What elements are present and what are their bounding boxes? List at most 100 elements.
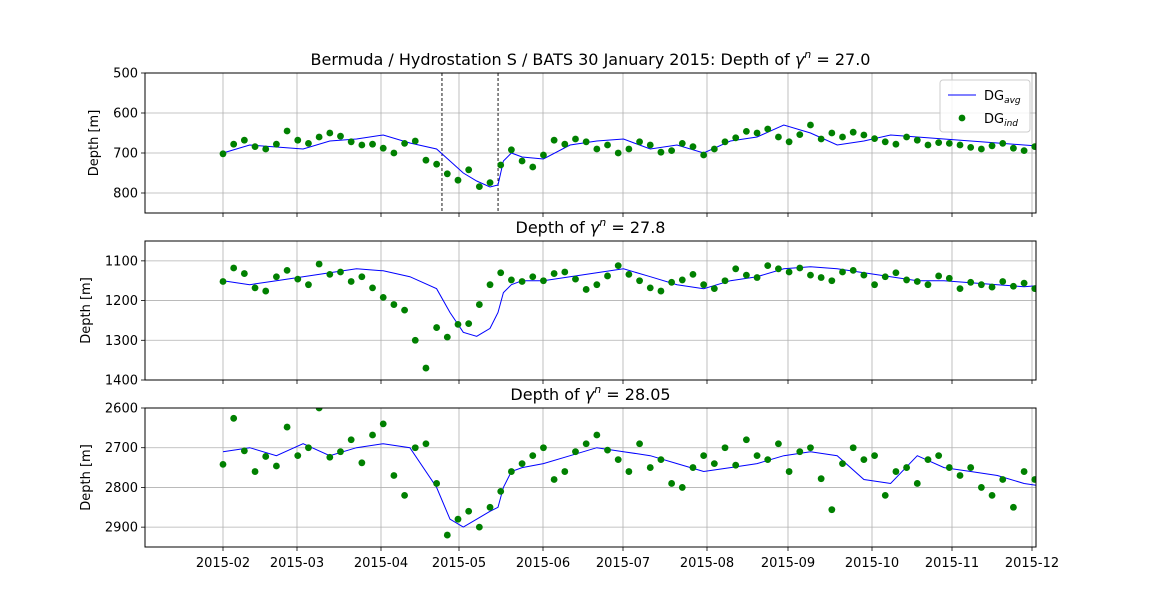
scatter-point-dg-ind <box>347 278 355 285</box>
x-tick-label: 2015-03 <box>270 556 324 571</box>
scatter-point-dg-ind <box>999 278 1007 285</box>
scatter-point-dg-ind <box>219 460 227 468</box>
scatter-point-dg-ind <box>454 321 462 328</box>
scatter-point-dg-ind <box>497 161 505 169</box>
scatter-point-dg-ind <box>988 142 996 150</box>
scatter-point-dg-ind <box>497 488 505 495</box>
scatter-point-dg-ind <box>561 268 569 276</box>
scatter-point-dg-ind <box>593 431 601 439</box>
legend-avg-sub: avg <box>1004 96 1021 106</box>
scatter-point-dg-ind <box>753 274 761 281</box>
scatter-point-dg-ind <box>881 138 889 146</box>
y-tick-label: 2700 <box>105 441 138 456</box>
scatter-point-dg-ind <box>401 491 408 499</box>
scatter-point-dg-ind <box>700 452 708 460</box>
scatter-point-dg-ind <box>358 459 366 467</box>
scatter-point-dg-ind <box>817 274 825 281</box>
scatter-point-dg-ind <box>988 491 996 499</box>
scatter-point-dg-ind <box>945 274 953 282</box>
y-tick-label: 2600 <box>105 402 138 417</box>
axes-frame <box>144 407 1037 548</box>
scatter-point-dg-ind <box>486 503 494 511</box>
series-line-dg-avg <box>222 124 1036 188</box>
scatter-point-dg-ind <box>358 273 366 281</box>
scatter-point-dg-ind <box>454 176 462 184</box>
scatter-point-dg-ind <box>871 281 878 289</box>
scatter-point-dg-ind <box>433 480 441 487</box>
scatter-point-dg-ind <box>422 440 430 448</box>
x-tick-label: 2015-06 <box>516 556 570 571</box>
scatter-point-dg-ind <box>411 137 419 145</box>
scatter-point-dg-ind <box>582 440 590 448</box>
scatter-point-dg-ind <box>219 278 227 285</box>
scatter-point-dg-ind <box>999 140 1007 147</box>
scatter-point-dg-ind <box>625 270 633 278</box>
scatter-point-dg-ind <box>636 277 643 285</box>
x-tick-label: 2015-08 <box>680 556 734 571</box>
scatter-point-dg-ind <box>315 260 323 268</box>
subplot-title: Depth of γn = 27.8 <box>516 216 666 237</box>
scatter-point-dg-ind <box>550 136 558 144</box>
scatter-point-dg-ind <box>507 276 515 284</box>
x-tick-label: 2015-11 <box>925 556 979 571</box>
scatter-point-dg-ind <box>956 285 964 293</box>
scatter-point-dg-ind <box>1020 468 1028 475</box>
scatter-point-dg-ind <box>401 306 408 314</box>
scatter-point-dg-ind <box>732 265 740 273</box>
scatter-point-dg-ind <box>935 272 943 280</box>
title-equals: = <box>811 50 835 69</box>
scatter-point-dg-ind <box>817 135 825 143</box>
scatter-point-dg-ind <box>337 268 344 276</box>
plot-data-area <box>219 260 1036 372</box>
scatter-point-dg-ind <box>646 141 654 149</box>
scatter-point-dg-ind <box>646 464 654 471</box>
scatter-point-dg-ind <box>219 150 227 158</box>
title-gamma-value: 27.0 <box>835 50 871 69</box>
scatter-point-dg-ind <box>230 414 238 422</box>
scatter-point-dg-ind <box>326 453 334 461</box>
scatter-point-dg-ind <box>305 444 312 452</box>
scatter-point-dg-ind <box>593 281 601 289</box>
scatter-point-dg-ind <box>465 507 473 515</box>
scatter-point-dg-ind <box>582 286 590 293</box>
scatter-point-dg-ind <box>753 129 761 137</box>
scatter-point-dg-ind <box>849 128 857 136</box>
scatter-point-dg-ind <box>689 270 697 278</box>
scatter-point-dg-ind <box>913 480 921 487</box>
scatter-point-dg-ind <box>977 281 985 289</box>
scatter-point-dg-ind <box>977 145 985 153</box>
scatter-point-dg-ind <box>807 271 814 279</box>
scatter-point-dg-ind <box>967 144 975 151</box>
scatter-point-dg-ind <box>935 139 943 147</box>
title-gamma-symbol: γ <box>795 50 806 69</box>
title-prefix: Bermuda / Hydrostation S / BATS 30 Janua… <box>311 50 795 69</box>
title-gamma-superscript: n <box>804 48 811 61</box>
scatter-point-dg-ind <box>561 468 569 475</box>
scatter-point-dg-ind <box>913 136 921 144</box>
scatter-point-dg-ind <box>935 452 943 460</box>
legend-ind-base: DG <box>984 112 1004 127</box>
scatter-point-dg-ind <box>849 266 857 274</box>
scatter-point-dg-ind <box>881 273 889 281</box>
scatter-point-dg-ind <box>465 320 473 328</box>
scatter-point-dg-ind <box>518 460 526 467</box>
scatter-point-dg-ind <box>305 281 312 289</box>
scatter-point-dg-ind <box>422 364 430 372</box>
scatter-point-dg-ind <box>1020 147 1028 155</box>
title-gamma-symbol: γ <box>585 385 596 404</box>
scatter-point-dg-ind <box>572 275 579 283</box>
scatter-point-dg-ind <box>839 133 846 141</box>
scatter-point-dg-ind <box>721 138 729 146</box>
scatter-point-dg-ind <box>839 268 846 276</box>
scatter-point-dg-ind <box>807 444 814 452</box>
scatter-point-dg-ind <box>1031 476 1036 483</box>
scatter-point-dg-ind <box>710 460 718 467</box>
scatter-point-dg-ind <box>881 491 889 499</box>
scatter-point-dg-ind <box>742 127 750 135</box>
scatter-point-dg-ind <box>775 440 782 448</box>
scatter-point-dg-ind <box>379 293 387 301</box>
scatter-point-dg-ind <box>582 138 590 146</box>
scatter-point-dg-ind <box>988 283 996 291</box>
y-tick-label: 1300 <box>105 334 138 349</box>
scatter-point-dg-ind <box>1010 503 1017 511</box>
